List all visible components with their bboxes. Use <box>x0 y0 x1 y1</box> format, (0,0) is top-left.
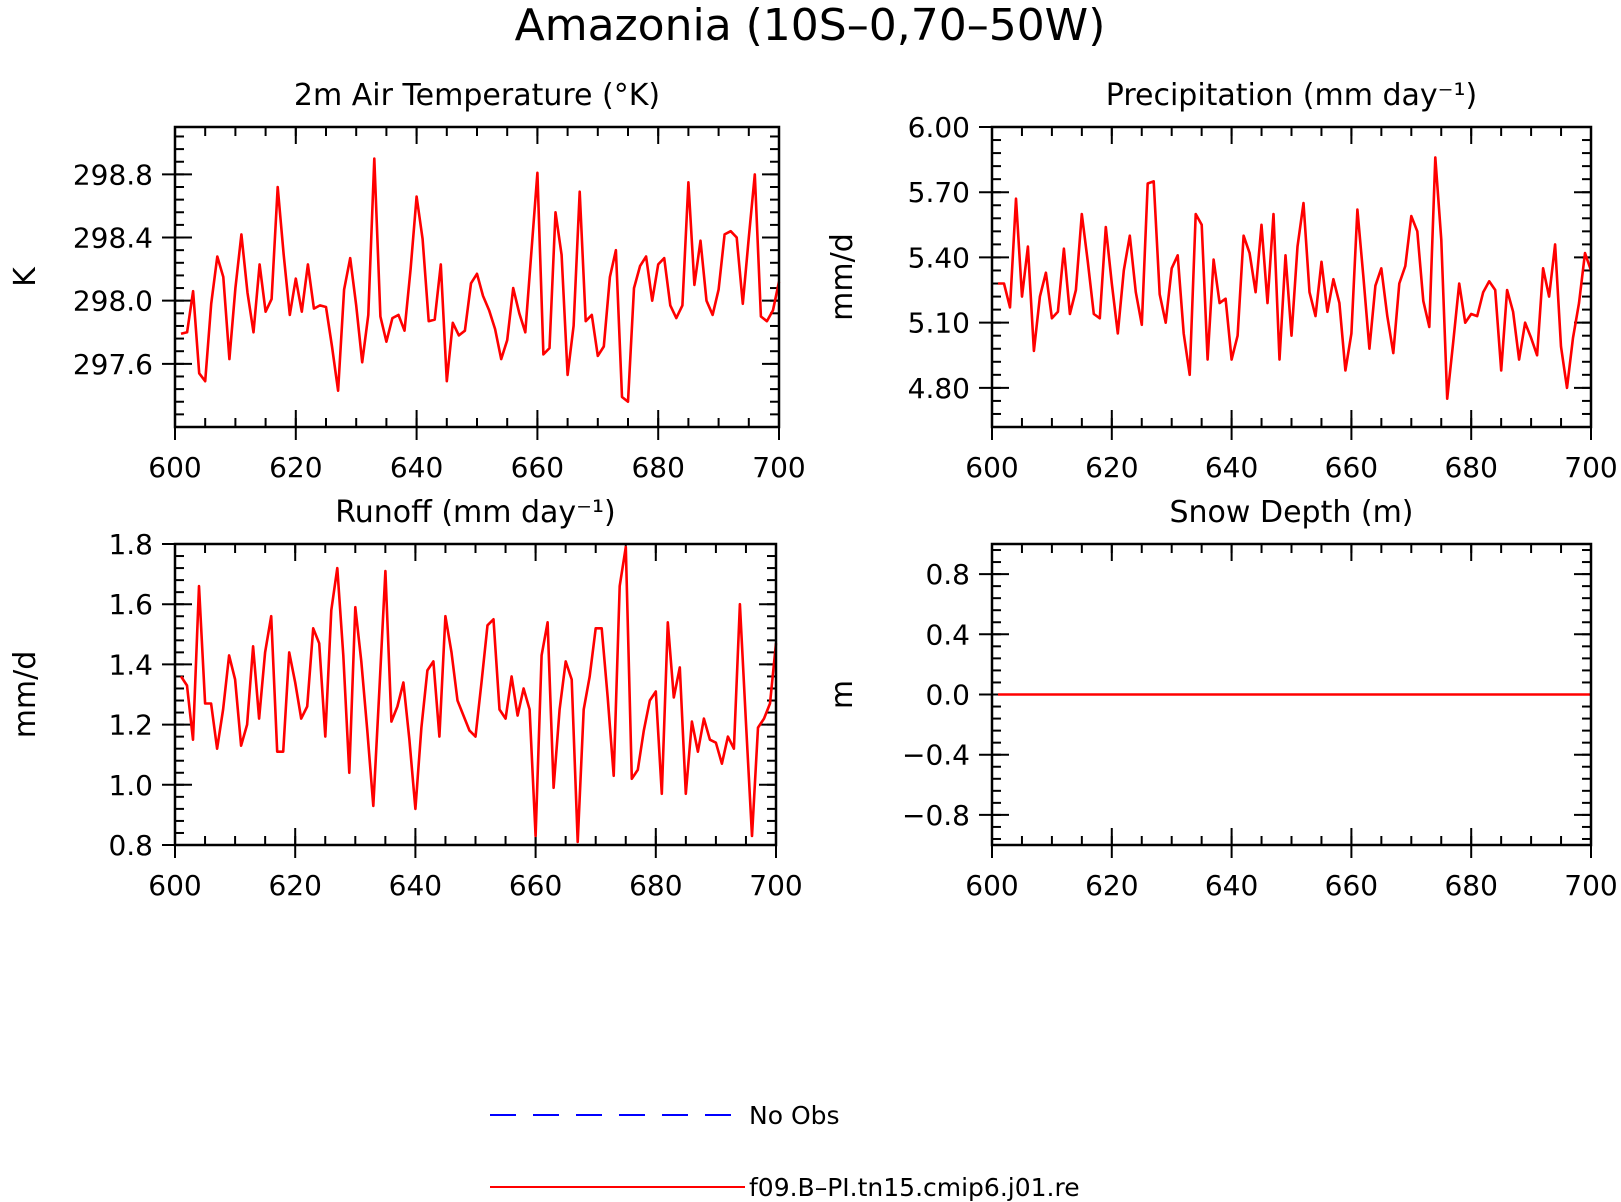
x-tick-label: 700 <box>1564 451 1617 484</box>
x-tick-label: 700 <box>749 869 802 902</box>
panel-runoff: Runoff (mm day⁻¹) mm/d 600 620 640 660 680 700 0… <box>8 495 803 902</box>
x-tick-label: 640 <box>1205 451 1258 484</box>
y-tick-label: 5.10 <box>908 307 970 340</box>
plot-frame-runoff <box>173 542 778 847</box>
plot-frame-temperature <box>173 125 781 429</box>
x-tick-label: 680 <box>1444 451 1497 484</box>
series-line-runoff <box>179 545 778 844</box>
chart-panels: 2m Air Temperature (°K) K 600 620 640 660 680 7… <box>8 78 1618 902</box>
y-tick-label: 1.6 <box>108 588 153 621</box>
panel-title-runoff: Runoff (mm day⁻¹) <box>335 495 616 530</box>
x-tick-label: 620 <box>269 451 322 484</box>
y-tick-label: 6.00 <box>908 111 970 144</box>
plot-frame-precipitation <box>990 125 1593 429</box>
y-tick-label: 1.4 <box>108 648 153 681</box>
y-tick-label: 1.0 <box>108 769 153 802</box>
x-tick-label: 660 <box>1325 451 1378 484</box>
x-tick-label: 680 <box>1444 869 1497 902</box>
series-line-precipitation <box>998 156 1593 401</box>
x-tick-label: 620 <box>1085 869 1138 902</box>
y-tick-label: 5.40 <box>908 241 970 274</box>
y-tick-label: −0.8 <box>902 799 970 832</box>
y-tick-label: −0.4 <box>902 739 970 772</box>
series-line-temperature <box>180 157 781 404</box>
y-tick-label: 0.8 <box>925 558 970 591</box>
x-tick-label: 680 <box>631 451 684 484</box>
y-tick-label: 1.8 <box>108 528 153 561</box>
y-tick-label: 298.8 <box>73 158 153 191</box>
x-tick-label: 660 <box>1325 869 1378 902</box>
x-tick-label: 600 <box>965 869 1018 902</box>
x-tick-label: 660 <box>509 869 562 902</box>
y-axis-label-snow-depth: m <box>825 680 860 709</box>
x-tick-label: 660 <box>511 451 564 484</box>
panel-title-temperature: 2m Air Temperature (°K) <box>294 78 660 113</box>
y-axis-label-precipitation: mm/d <box>825 233 860 321</box>
x-tick-label: 640 <box>1205 869 1258 902</box>
y-tick-label: 0.4 <box>925 618 970 651</box>
legend-label-no-obs: No Obs <box>749 1101 840 1130</box>
plot-frame-snow-depth <box>990 542 1593 847</box>
legend: No Obs f09.B–PI.tn15.cmip6.j01.re <box>490 1101 1080 1202</box>
y-tick-label: 298.0 <box>73 285 153 318</box>
x-tick-label: 700 <box>1564 869 1617 902</box>
y-tick-label: 0.8 <box>108 829 153 862</box>
x-tick-label: 620 <box>1085 451 1138 484</box>
y-tick-label: 4.80 <box>908 372 970 405</box>
x-tick-label: 700 <box>752 451 805 484</box>
x-tick-label: 600 <box>965 451 1018 484</box>
y-axis-label-temperature: K <box>8 266 43 287</box>
y-tick-label: 0.0 <box>925 679 970 712</box>
panel-snow-depth: Snow Depth (m) m 600 620 640 660 680 700 −0.8 −0.… <box>825 495 1618 902</box>
legend-label-model: f09.B–PI.tn15.cmip6.j01.re <box>749 1173 1080 1202</box>
x-tick-label: 620 <box>268 869 321 902</box>
panel-precipitation: Precipitation (mm day⁻¹) mm/d 600 620 640 660… <box>825 78 1618 484</box>
x-tick-label: 640 <box>389 869 442 902</box>
x-tick-label: 600 <box>148 451 201 484</box>
y-tick-label: 1.2 <box>108 709 153 742</box>
x-tick-label: 640 <box>390 451 443 484</box>
x-tick-label: 600 <box>148 869 201 902</box>
x-tick-label: 680 <box>629 869 682 902</box>
y-tick-label: 298.4 <box>73 222 153 255</box>
panel-title-precipitation: Precipitation (mm day⁻¹) <box>1106 78 1477 113</box>
figure-title: Amazonia (10S–0,70–50W) <box>515 0 1106 51</box>
panel-title-snow-depth: Snow Depth (m) <box>1169 495 1413 530</box>
y-axis-label-runoff: mm/d <box>8 651 43 739</box>
y-tick-label: 5.70 <box>908 176 970 209</box>
panel-temperature: 2m Air Temperature (°K) K 600 620 640 660 680 7… <box>8 78 806 484</box>
y-tick-label: 297.6 <box>73 348 153 381</box>
